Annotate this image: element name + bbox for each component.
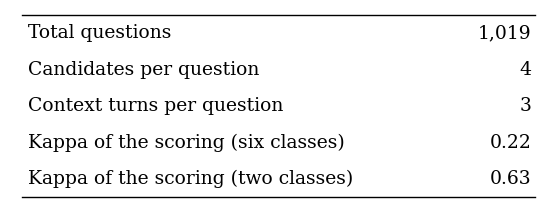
Text: 4: 4	[520, 60, 532, 79]
Text: Candidates per question: Candidates per question	[28, 60, 259, 79]
Text: 3: 3	[520, 97, 532, 115]
Text: Kappa of the scoring (six classes): Kappa of the scoring (six classes)	[28, 134, 345, 152]
Text: Total questions: Total questions	[28, 24, 171, 42]
Text: Context turns per question: Context turns per question	[28, 97, 283, 115]
Text: 0.63: 0.63	[490, 170, 532, 188]
Text: 1,019: 1,019	[478, 24, 532, 42]
Text: Kappa of the scoring (two classes): Kappa of the scoring (two classes)	[28, 170, 353, 188]
Text: 0.22: 0.22	[490, 134, 532, 152]
